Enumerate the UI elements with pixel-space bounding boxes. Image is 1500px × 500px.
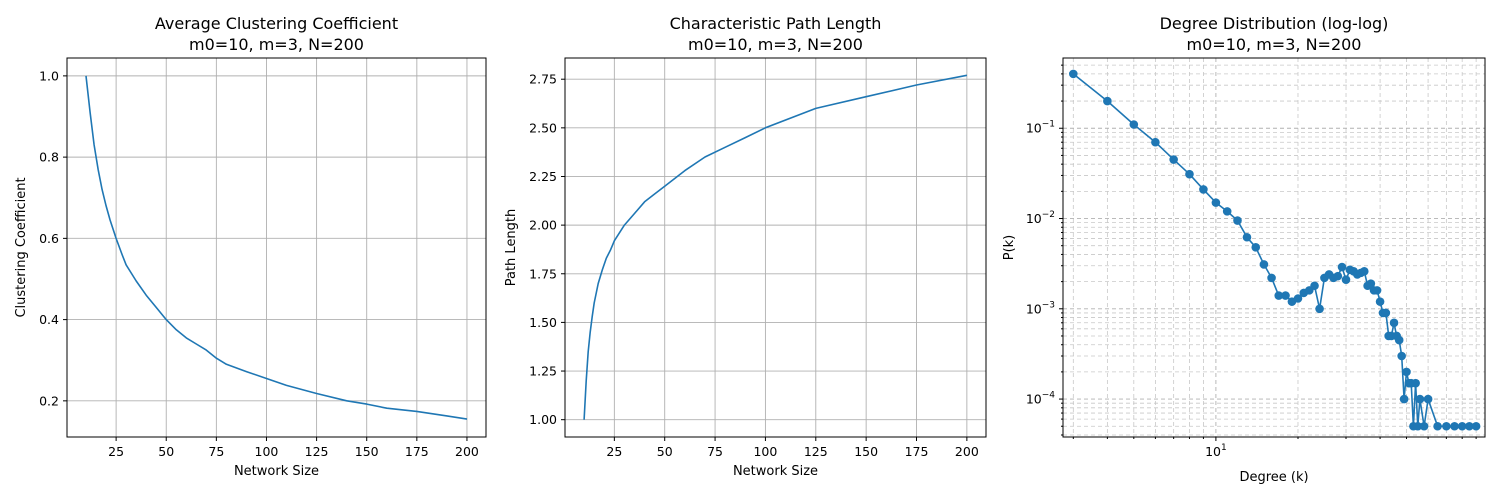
x-tick-label: 75: [707, 444, 723, 459]
data-point: [1333, 271, 1343, 281]
data-point: [1415, 394, 1425, 404]
data-point: [1419, 421, 1429, 431]
x-tick-label: 75: [208, 444, 224, 459]
y-tick-label: 2.50: [529, 120, 557, 135]
data-point: [1310, 281, 1319, 291]
x-axis-label: Network Size: [733, 464, 818, 479]
axes-frame: [66, 57, 487, 438]
data-point: [1274, 291, 1284, 300]
y-tick-label: 1.75: [529, 266, 557, 281]
data-point: [1457, 421, 1467, 431]
y-tick-label: 10−2: [1026, 210, 1055, 226]
data-point: [1281, 291, 1290, 300]
x-tick-label: 25: [108, 444, 124, 459]
y-tick-label: 2.25: [529, 169, 557, 184]
x-tick-label: 50: [657, 444, 673, 459]
y-tick-label: 0.2: [39, 393, 59, 408]
y-tick-label: 10−3: [1026, 300, 1055, 316]
data-point: [1315, 304, 1324, 314]
series-line: [85, 75, 468, 420]
x-tick-label: 50: [158, 444, 174, 459]
data-point: [1411, 378, 1420, 388]
y-tick-label: 0.4: [39, 312, 59, 327]
data-point: [1251, 242, 1261, 252]
data-point: [1103, 96, 1112, 106]
data-point: [1293, 294, 1303, 303]
x-axis-label: Degree (k): [1239, 470, 1308, 485]
data-point: [1465, 421, 1474, 431]
axes-frame: [564, 57, 987, 438]
data-point: [1450, 421, 1459, 431]
data-point: [1199, 185, 1208, 194]
y-tick-label: 1.0: [39, 68, 59, 83]
chart-subtitle: m0=10, m=3, N=200: [688, 35, 863, 54]
chart-1: Average Clustering Coefficient m0=10, m=3…: [14, 14, 487, 479]
x-tick-label: 175: [405, 444, 429, 459]
chart-2: Characteristic Path Length m0=10, m=3, N=…: [504, 14, 987, 479]
data-point: [1442, 421, 1451, 431]
x-tick-label: 150: [854, 444, 878, 459]
data-point: [1185, 169, 1194, 179]
data-point: [1413, 421, 1423, 431]
chart-title: Characteristic Path Length: [670, 14, 882, 33]
x-tick-label: 200: [455, 444, 479, 459]
data-point: [1259, 260, 1269, 269]
data-point: [1242, 232, 1252, 242]
data-point: [1151, 137, 1160, 147]
data-point: [1381, 308, 1391, 318]
chart-3: Degree Distribution (log-log) m0=10, m=3,…: [1002, 14, 1486, 485]
x-tick-label: 125: [804, 444, 828, 459]
x-axis-label: Network Size: [234, 464, 319, 479]
y-tick-label: 10−4: [1026, 391, 1055, 407]
y-tick-label: 1.00: [529, 412, 557, 427]
axes-frame: [1062, 57, 1486, 438]
x-tick-label: 101: [1205, 443, 1227, 459]
y-axis-label: Clustering Coefficient: [14, 177, 29, 317]
data-point: [1267, 273, 1276, 283]
data-point: [1402, 367, 1411, 377]
x-tick-label: 100: [255, 444, 279, 459]
x-tick-label: 150: [355, 444, 379, 459]
y-tick-label: 2.00: [529, 218, 557, 233]
chart-title: Average Clustering Coefficient: [155, 14, 398, 33]
data-point: [1233, 216, 1242, 225]
x-tick-label: 200: [955, 444, 979, 459]
data-point: [1399, 394, 1409, 404]
data-point: [1222, 207, 1232, 216]
chart-title: Degree Distribution (log-log): [1160, 14, 1389, 33]
data-point: [1341, 275, 1351, 285]
data-point: [1129, 120, 1139, 129]
data-point: [1471, 421, 1481, 431]
y-axis-label: Path Length: [504, 209, 519, 287]
data-point: [1069, 69, 1078, 79]
data-point: [1359, 267, 1369, 276]
chart-subtitle: m0=10, m=3, N=200: [189, 35, 364, 54]
x-tick-label: 100: [753, 444, 777, 459]
data-point: [1394, 335, 1404, 345]
data-point: [1211, 198, 1221, 207]
data-point: [1372, 286, 1382, 295]
y-tick-label: 1.25: [529, 364, 557, 379]
data-point: [1423, 394, 1433, 404]
y-tick-label: 0.6: [39, 231, 59, 246]
data-point: [1389, 318, 1399, 328]
data-point: [1169, 155, 1178, 164]
data-point: [1433, 421, 1442, 431]
data-point: [1337, 262, 1347, 272]
y-axis-label: P(k): [1002, 235, 1017, 261]
y-tick-label: 0.8: [39, 150, 59, 165]
series-line: [583, 74, 968, 420]
data-point: [1397, 351, 1406, 361]
data-point: [1366, 279, 1376, 288]
data-point: [1375, 297, 1385, 306]
x-tick-label: 125: [305, 444, 329, 459]
y-tick-label: 1.50: [529, 315, 557, 330]
y-tick-label: 2.75: [529, 72, 557, 87]
chart-subtitle: m0=10, m=3, N=200: [1187, 35, 1362, 54]
x-tick-label: 175: [905, 444, 929, 459]
x-tick-label: 25: [606, 444, 622, 459]
y-tick-label: 10−1: [1026, 120, 1055, 136]
